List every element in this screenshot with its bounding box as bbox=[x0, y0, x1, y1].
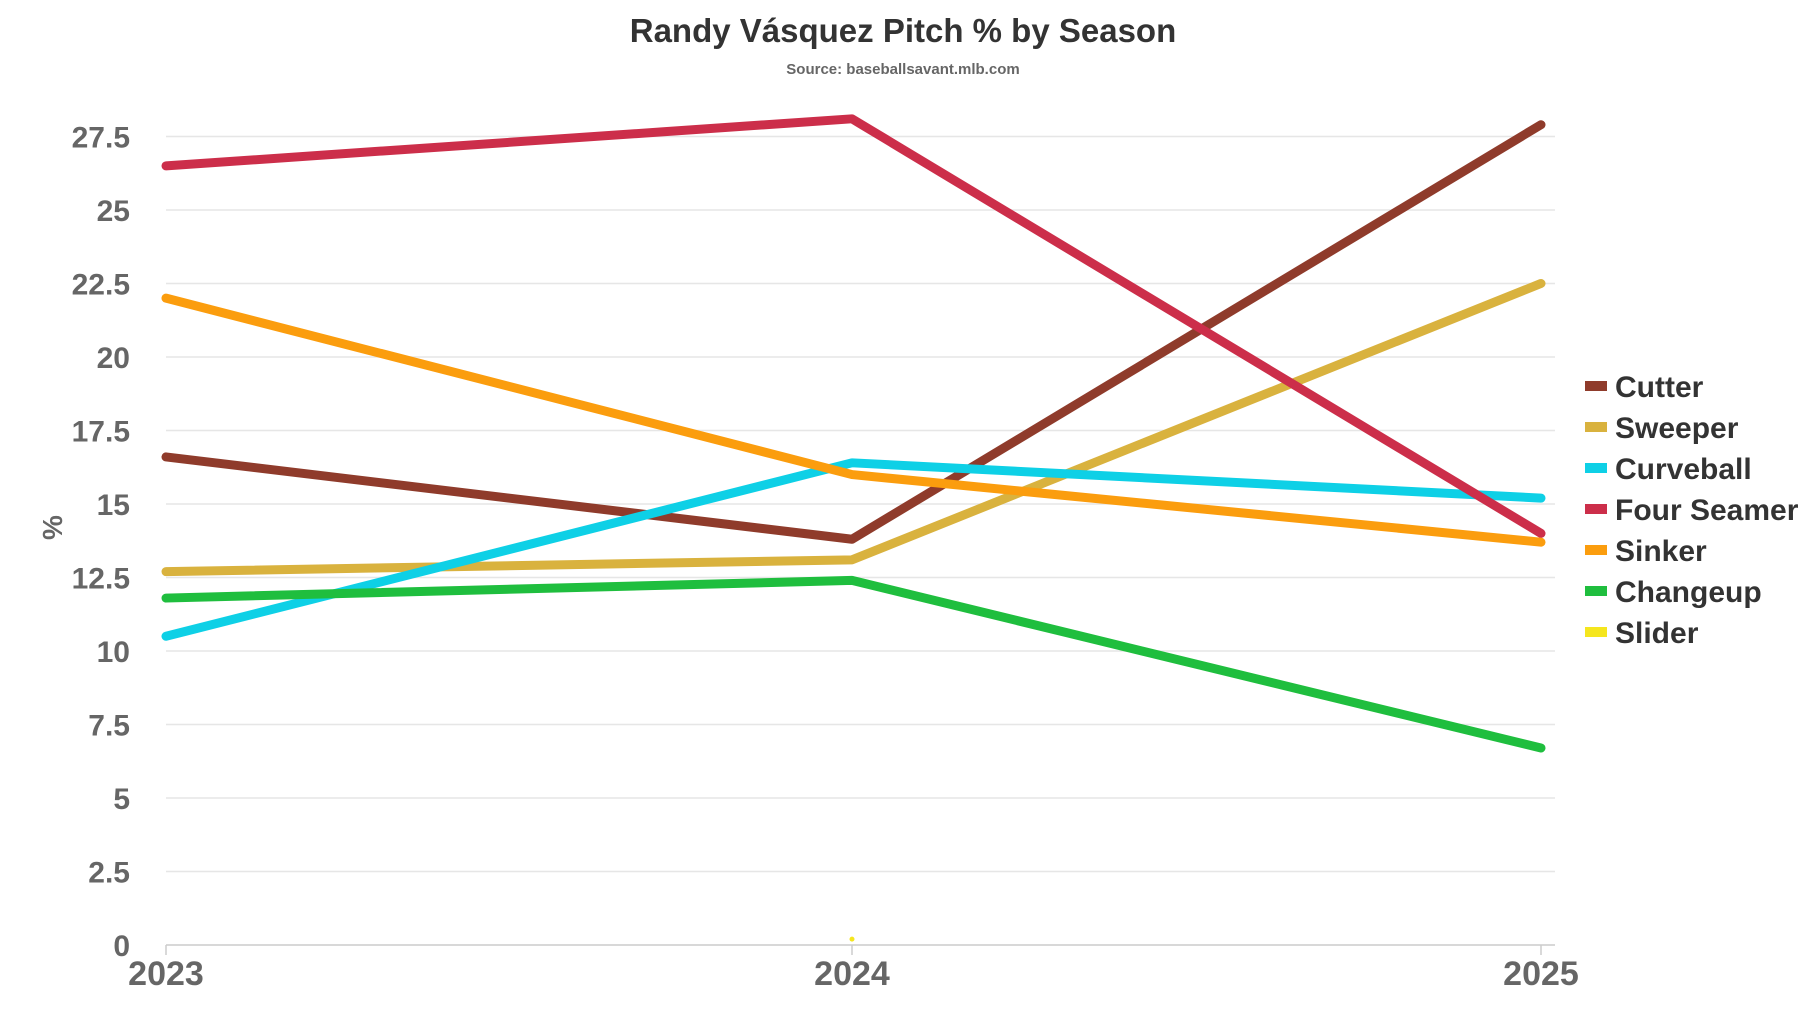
series-line-four-seamer[interactable] bbox=[161, 114, 1546, 538]
legend-label: Curveball bbox=[1615, 453, 1752, 486]
legend[interactable]: Cutter Sweeper Curveball Four Seamer Sinker C… bbox=[1585, 371, 1799, 650]
x-tick-label: 2024 bbox=[814, 955, 890, 993]
legend-label: Cutter bbox=[1615, 371, 1704, 404]
y-tick-label: 25 bbox=[97, 195, 130, 228]
x-tick-label: 2025 bbox=[1503, 955, 1579, 993]
legend-label: Changeup bbox=[1615, 576, 1762, 609]
series-line-sweeper[interactable] bbox=[161, 278, 1546, 577]
legend-item-changeup[interactable]: Changeup bbox=[1585, 576, 1762, 609]
series-line-sinker[interactable] bbox=[161, 293, 1546, 547]
legend-item-slider[interactable]: Slider bbox=[1585, 617, 1699, 650]
legend-label: Slider bbox=[1615, 617, 1699, 650]
gridlines bbox=[166, 135, 1555, 873]
y-tick-label: 17.5 bbox=[72, 415, 130, 448]
series-line-curveball[interactable] bbox=[161, 458, 1546, 641]
y-tick-label: 7.5 bbox=[88, 709, 130, 742]
y-tick-label: 22.5 bbox=[72, 268, 130, 301]
legend-item-curveball[interactable]: Curveball bbox=[1585, 453, 1752, 486]
legend-label: Sinker bbox=[1615, 535, 1707, 568]
y-tick-label: 10 bbox=[97, 636, 130, 669]
y-tick-label: 5 bbox=[113, 783, 130, 816]
legend-label: Four Seamer bbox=[1615, 494, 1799, 527]
chart-subtitle: Source: baseballsavant.mlb.com bbox=[786, 61, 1019, 78]
legend-swatch bbox=[1585, 381, 1607, 391]
legend-swatch bbox=[1585, 422, 1607, 432]
legend-label: Sweeper bbox=[1615, 412, 1739, 445]
series-line-cutter[interactable] bbox=[161, 120, 1546, 544]
y-tick-label: 15 bbox=[97, 489, 130, 522]
series-point-slider[interactable] bbox=[849, 936, 855, 942]
legend-item-sinker[interactable]: Sinker bbox=[1585, 535, 1707, 568]
y-tick-label: 0 bbox=[113, 930, 130, 963]
legend-swatch bbox=[1585, 586, 1607, 596]
legend-item-four-seamer[interactable]: Four Seamer bbox=[1585, 494, 1799, 527]
y-axis-label: % bbox=[37, 515, 68, 540]
legend-swatch bbox=[1585, 463, 1607, 473]
y-tick-label: 20 bbox=[97, 342, 130, 375]
legend-swatch bbox=[1585, 504, 1607, 514]
axes: 0 2.5 5 7.5 10 12.5 15 17.5 20 22.5 25 27.5 2023 2024… bbox=[37, 121, 1579, 993]
y-tick-label: 27.5 bbox=[72, 121, 130, 154]
legend-item-cutter[interactable]: Cutter bbox=[1585, 371, 1704, 404]
series-line-changeup[interactable] bbox=[161, 575, 1546, 753]
x-tick-label: 2023 bbox=[128, 955, 204, 993]
y-tick-label: 12.5 bbox=[72, 562, 130, 595]
series-lines bbox=[161, 114, 1546, 942]
legend-item-sweeper[interactable]: Sweeper bbox=[1585, 412, 1739, 445]
chart-title: Randy Vásquez Pitch % by Season bbox=[630, 12, 1177, 49]
legend-swatch bbox=[1585, 627, 1607, 637]
legend-swatch bbox=[1585, 545, 1607, 555]
y-tick-label: 2.5 bbox=[88, 856, 130, 889]
